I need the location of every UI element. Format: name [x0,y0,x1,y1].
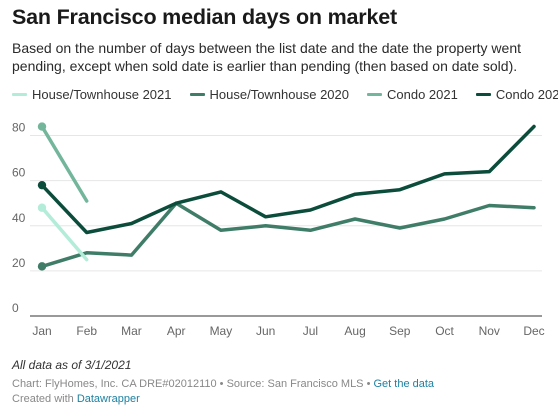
y-tick-label: 0 [12,301,19,315]
data-note: All data as of 3/1/2021 [12,358,132,372]
series-line [40,124,536,235]
series-start-point [37,262,47,271]
x-tick-label: Aug [344,324,365,338]
legend-swatch [367,92,382,96]
x-tick-label: Jan [32,324,51,338]
x-tick-label: Mar [121,324,142,338]
legend-swatch [189,92,205,96]
legend-label: House/Townhouse 2021 [32,86,172,102]
legend-item-condo-2021: Condo 2021 [367,87,458,102]
y-tick-label: 40 [12,211,26,225]
x-tick-label: Jun [256,324,275,338]
x-tick-label: May [210,324,233,338]
series-line [40,205,89,262]
x-tick-label: Jul [303,324,318,338]
y-tick-label: 80 [12,121,26,135]
series-start-point [37,203,47,212]
x-tick-label: Nov [479,324,500,338]
footer-credits: Chart: FlyHomes, Inc. CA DRE#02012110 • … [12,377,434,392]
footer-created-text: Created with [12,393,77,405]
line-chart: 0 20 40 60 80 Jan Feb Mar Apr May Jun Jul Aug Sep Oct N… [12,121,545,338]
legend-item-condo-2020: Condo 2020 [475,86,558,102]
legend-swatch [12,92,27,96]
chart-title: San Francisco median days on market [12,5,397,29]
footer-source: Chart: FlyHomes, Inc. CA DRE#02012110 • … [12,378,374,390]
series-line [40,124,89,203]
x-tick-label: Dec [523,324,544,338]
y-tick-label: 60 [12,166,26,180]
x-tick-label: Sep [389,324,411,338]
x-tick-label: Apr [167,324,186,338]
datawrapper-link[interactable]: Datawrapper [76,393,140,405]
x-tick-label: Feb [76,324,97,338]
legend-label: Condo 2020 [495,86,558,102]
series-start-point [37,122,47,131]
legend: House/Townhouse 2021 House/Townhouse 202… [12,86,558,102]
legend-label: Condo 2021 [387,86,458,102]
series-start-point [37,180,47,190]
legend-item-house-2020: House/Townhouse 2020 [189,86,350,102]
legend-label: House/Townhouse 2020 [209,86,350,102]
series-line [40,201,536,269]
chart-subtitle: Based on the number of days between the … [12,40,522,74]
chart-footer: Chart: FlyHomes, Inc. CA DRE#02012110 • … [12,377,434,407]
legend-item-house-2021: House/Townhouse 2021 [12,87,172,102]
footer-created: Created with Datawrapper [12,392,434,407]
legend-swatch [475,92,491,96]
get-the-data-link[interactable]: Get the data [373,378,435,390]
x-tick-label: Oct [435,324,454,338]
y-tick-label: 20 [12,256,26,270]
